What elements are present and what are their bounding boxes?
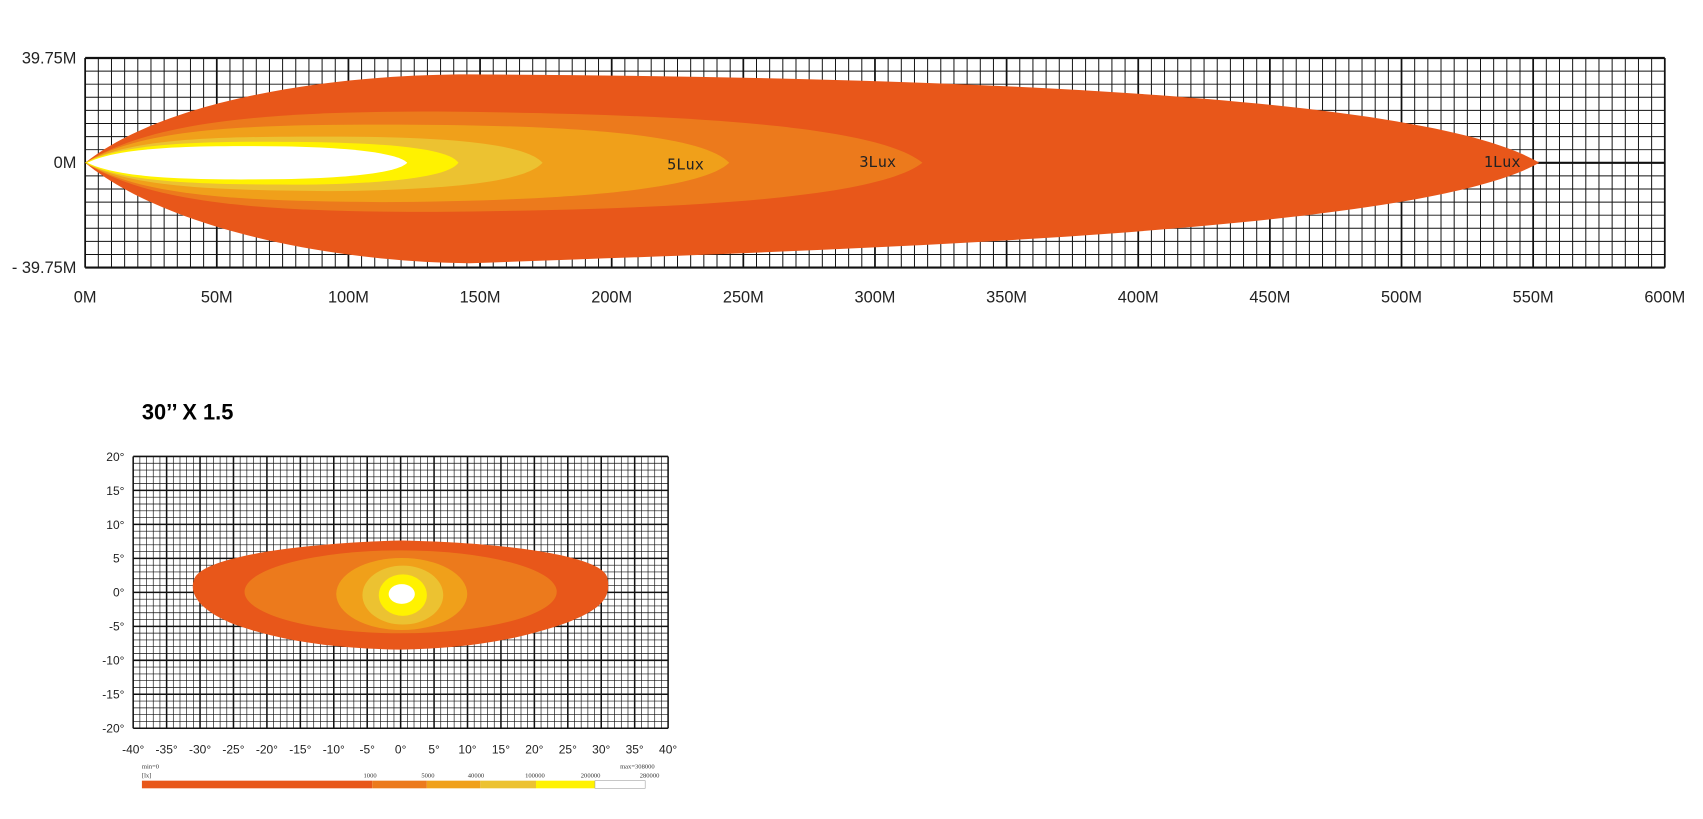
x-tick-label: -10° bbox=[323, 742, 345, 756]
x-tick-label: 600M bbox=[1644, 289, 1685, 307]
x-tick-label: 15° bbox=[492, 742, 510, 756]
legend-swatch bbox=[141, 780, 373, 789]
y-tick-label: 10° bbox=[106, 518, 124, 532]
x-tick-label: 0° bbox=[395, 742, 407, 756]
bottom-beam bbox=[192, 540, 609, 650]
legend-swatch bbox=[372, 780, 427, 789]
legend-value: 280000 bbox=[640, 772, 660, 779]
y-tick-label: 15° bbox=[106, 484, 124, 498]
legend-min: min=0 bbox=[142, 764, 160, 771]
x-tick-label: -35° bbox=[156, 742, 178, 756]
x-tick-label: 40° bbox=[659, 742, 677, 756]
y-tick-label: -20° bbox=[102, 722, 124, 736]
legend-swatch bbox=[536, 780, 595, 789]
x-tick-label: 10° bbox=[458, 742, 476, 756]
contour-label: 3Lux bbox=[859, 153, 896, 171]
x-tick-label: 35° bbox=[626, 742, 644, 756]
legend: min=0 [lx] max=308000 1000 5000 40000 10… bbox=[141, 764, 660, 789]
x-tick-label: 20° bbox=[525, 742, 543, 756]
legend-value: 100000 bbox=[525, 772, 545, 779]
legend-swatch bbox=[594, 780, 646, 789]
legend-value: 1000 bbox=[364, 772, 378, 779]
legend-value: 5000 bbox=[421, 772, 435, 779]
y-tick-label: 39.75M bbox=[22, 49, 77, 67]
x-tick-label: 200M bbox=[591, 289, 632, 307]
y-tick-label: -5° bbox=[109, 620, 125, 634]
x-tick-label: 50M bbox=[201, 289, 233, 307]
y-tick-label: -10° bbox=[102, 654, 124, 668]
y-tick-label: 0M bbox=[54, 154, 77, 172]
x-tick-label: 0M bbox=[74, 289, 97, 307]
x-tick-label: 30° bbox=[592, 742, 610, 756]
legend-max: max=308000 bbox=[620, 764, 655, 771]
x-tick-label: 450M bbox=[1249, 289, 1290, 307]
x-tick-label: 350M bbox=[986, 289, 1027, 307]
x-tick-label: -40° bbox=[122, 742, 144, 756]
diagram-title: 30’’ X 1.5 bbox=[142, 399, 233, 424]
x-tick-label: 550M bbox=[1513, 289, 1554, 307]
contour-white bbox=[87, 146, 408, 180]
legend-unit: [lx] bbox=[142, 772, 151, 779]
contour-label: 5Lux bbox=[667, 155, 704, 173]
x-tick-label: -20° bbox=[256, 742, 278, 756]
x-tick-label: -25° bbox=[222, 742, 244, 756]
x-tick-label: -5° bbox=[359, 742, 375, 756]
x-tick-label: 150M bbox=[460, 289, 501, 307]
legend-value: 200000 bbox=[581, 772, 601, 779]
iso-6 bbox=[388, 584, 415, 604]
y-tick-label: - 39.75M bbox=[12, 259, 77, 277]
contour-label: 1Lux bbox=[1484, 153, 1521, 171]
y-tick-label: 0° bbox=[113, 586, 125, 600]
legend-swatch bbox=[426, 780, 481, 789]
x-tick-label: 500M bbox=[1381, 289, 1422, 307]
x-tick-label: 250M bbox=[723, 289, 764, 307]
legend-value: 40000 bbox=[468, 772, 485, 779]
x-tick-label: -15° bbox=[289, 742, 311, 756]
x-tick-label: 25° bbox=[559, 742, 577, 756]
x-tick-label: 5° bbox=[428, 742, 440, 756]
top-beam bbox=[85, 74, 1540, 264]
x-tick-label: 300M bbox=[855, 289, 896, 307]
y-tick-label: 20° bbox=[106, 450, 124, 464]
x-tick-label: -30° bbox=[189, 742, 211, 756]
x-tick-label: 400M bbox=[1118, 289, 1159, 307]
x-tick-label: 100M bbox=[328, 289, 369, 307]
legend-swatch bbox=[480, 780, 537, 789]
y-tick-label: 5° bbox=[113, 552, 125, 566]
y-tick-label: -15° bbox=[102, 688, 124, 702]
